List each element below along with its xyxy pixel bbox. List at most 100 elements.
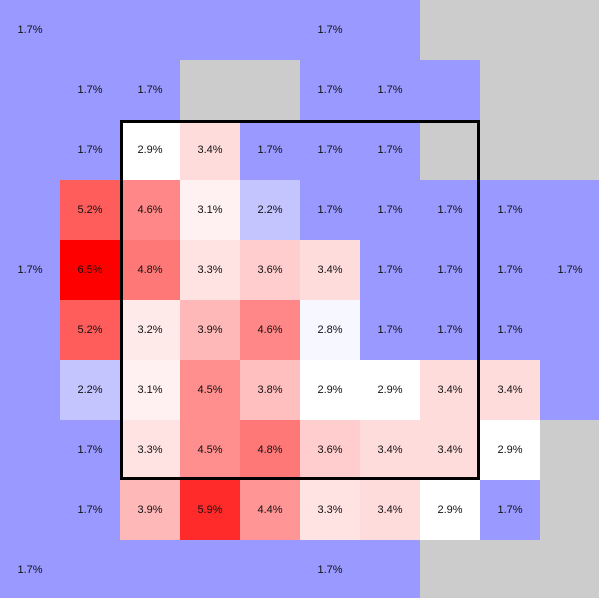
heatmap-cell: 2.9% xyxy=(300,360,360,420)
cell-value-label: 1.7% xyxy=(317,144,343,156)
heatmap-cell: 1.7% xyxy=(120,60,180,120)
cell-value-label: 2.9% xyxy=(317,384,343,396)
heatmap-cell xyxy=(120,540,180,598)
heatmap-cell xyxy=(360,0,420,60)
cell-value-label: 1.7% xyxy=(17,264,43,276)
heatmap-cell: 4.5% xyxy=(180,360,240,420)
cell-value-label: 2.8% xyxy=(317,324,343,336)
heatmap-cell: 5.2% xyxy=(60,180,120,240)
cell-value-label: 2.9% xyxy=(377,384,403,396)
cell-value-label: 1.7% xyxy=(377,264,403,276)
cell-value-label: 1.7% xyxy=(377,84,403,96)
heatmap-cell xyxy=(0,180,60,240)
cell-value-label: 1.7% xyxy=(437,264,463,276)
heatmap-cell xyxy=(540,480,599,540)
cell-value-label: 1.7% xyxy=(77,144,103,156)
heatmap-cell: 4.4% xyxy=(240,480,300,540)
cell-value-label: 3.4% xyxy=(377,444,403,456)
heatmap-cell: 1.7% xyxy=(300,120,360,180)
heatmap-cell: 3.4% xyxy=(300,240,360,300)
heatmap-cell: 1.7% xyxy=(60,480,120,540)
heatmap-cell: 1.7% xyxy=(300,60,360,120)
heatmap-cell: 2.9% xyxy=(420,480,480,540)
heatmap-cell: 2.2% xyxy=(240,180,300,240)
heatmap-cell: 1.7% xyxy=(360,240,420,300)
cell-value-label: 3.2% xyxy=(137,324,163,336)
cell-value-label: 1.7% xyxy=(377,324,403,336)
cell-value-label: 1.7% xyxy=(17,564,43,576)
heatmap-cell xyxy=(60,0,120,60)
heatmap-cell: 3.3% xyxy=(300,480,360,540)
cell-value-label: 4.4% xyxy=(257,504,283,516)
heatmap-cell xyxy=(480,540,540,598)
cell-value-label: 1.7% xyxy=(77,444,103,456)
heatmap-cell xyxy=(540,180,599,240)
heatmap-cell: 2.9% xyxy=(120,120,180,180)
heatmap-cell: 3.4% xyxy=(420,420,480,480)
cell-value-label: 1.7% xyxy=(317,84,343,96)
heatmap-cell: 3.4% xyxy=(480,360,540,420)
cell-value-label: 3.4% xyxy=(377,504,403,516)
cell-value-label: 3.3% xyxy=(197,264,223,276)
cell-value-label: 3.4% xyxy=(437,384,463,396)
heatmap-cell xyxy=(540,0,599,60)
heatmap-cell xyxy=(0,300,60,360)
heatmap-cell: 3.4% xyxy=(180,120,240,180)
heatmap-cell xyxy=(180,60,240,120)
cell-value-label: 6.5% xyxy=(77,264,103,276)
heatmap-cell: 1.7% xyxy=(0,0,60,60)
heatmap-cell xyxy=(540,540,599,598)
heatmap-cell xyxy=(60,540,120,598)
cell-value-label: 2.2% xyxy=(77,384,103,396)
cell-value-label: 3.4% xyxy=(317,264,343,276)
heatmap-cell xyxy=(480,0,540,60)
heatmap-cell: 1.7% xyxy=(420,300,480,360)
cell-value-label: 5.9% xyxy=(197,504,223,516)
cell-value-label: 1.7% xyxy=(497,204,523,216)
heatmap-cell: 3.2% xyxy=(120,300,180,360)
heatmap-cell xyxy=(540,60,599,120)
heatmap-cell xyxy=(540,120,599,180)
heatmap-cell: 3.1% xyxy=(120,360,180,420)
heatmap-cell: 1.7% xyxy=(60,120,120,180)
cell-value-label: 3.9% xyxy=(197,324,223,336)
cell-value-label: 2.9% xyxy=(497,444,523,456)
heatmap-cell: 4.8% xyxy=(120,240,180,300)
heatmap-cell: 1.7% xyxy=(300,180,360,240)
cell-value-label: 1.7% xyxy=(497,504,523,516)
heatmap-cell xyxy=(360,540,420,598)
heatmap-cell: 1.7% xyxy=(360,60,420,120)
heatmap-cell: 3.9% xyxy=(180,300,240,360)
heatmap-cell: 1.7% xyxy=(60,60,120,120)
heatmap-cell: 1.7% xyxy=(480,240,540,300)
heatmap-cell: 1.7% xyxy=(60,420,120,480)
heatmap-cell: 3.1% xyxy=(180,180,240,240)
heatmap-cell xyxy=(540,420,599,480)
heatmap-cell: 1.7% xyxy=(540,240,599,300)
cell-value-label: 4.8% xyxy=(137,264,163,276)
heatmap-cell: 3.6% xyxy=(240,240,300,300)
cell-value-label: 2.9% xyxy=(137,144,163,156)
cell-value-label: 4.6% xyxy=(137,204,163,216)
cell-value-label: 3.6% xyxy=(317,444,343,456)
cell-value-label: 3.3% xyxy=(317,504,343,516)
heatmap-cell xyxy=(0,360,60,420)
heatmap-cell xyxy=(240,540,300,598)
cell-value-label: 3.8% xyxy=(257,384,283,396)
cell-value-label: 4.5% xyxy=(197,444,223,456)
heatmap-cell: 3.9% xyxy=(120,480,180,540)
cell-value-label: 3.1% xyxy=(197,204,223,216)
heatmap-cell xyxy=(0,60,60,120)
heatmap-cell: 4.6% xyxy=(240,300,300,360)
heatmap-cell: 4.6% xyxy=(120,180,180,240)
heatmap-cell: 1.7% xyxy=(420,240,480,300)
cell-value-label: 1.7% xyxy=(497,264,523,276)
cell-value-label: 4.5% xyxy=(197,384,223,396)
heatmap-cell: 2.8% xyxy=(300,300,360,360)
cell-value-label: 3.4% xyxy=(197,144,223,156)
heatmap-cell xyxy=(480,120,540,180)
cell-value-label: 3.3% xyxy=(137,444,163,456)
cell-value-label: 1.7% xyxy=(317,204,343,216)
heatmap-cell: 1.7% xyxy=(480,300,540,360)
heatmap-cell xyxy=(420,540,480,598)
